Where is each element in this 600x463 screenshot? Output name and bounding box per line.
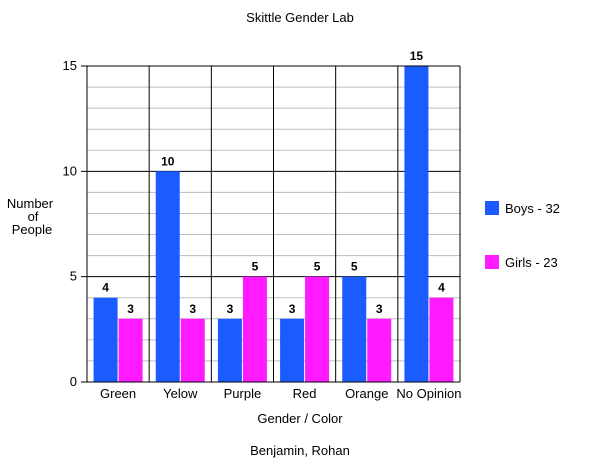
x-tick-labels: Green Yelow Purple Red Orange No Opinion	[100, 386, 461, 401]
data-label: 5	[252, 260, 259, 274]
bar-girls-yelow	[180, 318, 205, 382]
value-labels: 4 3 10 3 3 5 3 5 5 3 15 4	[102, 49, 445, 316]
data-label: 3	[189, 302, 196, 316]
bar-boys-yelow	[155, 171, 180, 382]
bar-boys-green	[93, 297, 118, 382]
axes	[81, 65, 461, 383]
bar-girls-purple	[242, 276, 267, 382]
bars	[93, 66, 454, 382]
data-label: 10	[161, 154, 175, 168]
legend-label: Boys - 32	[505, 201, 560, 216]
x-tick-label: Red	[293, 386, 317, 401]
x-tick-label: Purple	[224, 386, 262, 401]
bar-girls-no-opinion	[429, 297, 454, 382]
y-tick-label: 10	[63, 163, 77, 178]
legend-swatch	[485, 255, 499, 269]
x-tick-label: Orange	[345, 386, 388, 401]
y-tick-label: 15	[63, 58, 77, 73]
bar-boys-no-opinion	[404, 66, 429, 382]
bar-boys-red	[280, 318, 305, 382]
data-label: 3	[376, 302, 383, 316]
legend: Boys - 32 Girls - 23	[485, 201, 560, 270]
x-tick-label: Green	[100, 386, 136, 401]
x-axis-label: Gender / Color	[257, 411, 343, 426]
bar-girls-orange	[367, 318, 392, 382]
data-label: 4	[438, 281, 445, 295]
chart-title: Skittle Gender Lab	[246, 10, 354, 25]
legend-swatch	[485, 201, 499, 215]
bar-girls-red	[305, 276, 330, 382]
y-axis-label: Number of People	[7, 196, 54, 237]
data-label: 15	[410, 49, 424, 63]
data-label: 5	[314, 260, 321, 274]
y-axis-label-line: People	[12, 222, 52, 237]
data-label: 3	[127, 302, 134, 316]
chart-subtitle: Benjamin, Rohan	[250, 443, 350, 458]
y-tick-label: 5	[70, 269, 77, 284]
x-tick-label: Yelow	[163, 386, 198, 401]
data-label: 3	[289, 302, 296, 316]
y-axis-label-line: Number	[7, 196, 54, 211]
data-label: 3	[227, 302, 234, 316]
y-tick-label: 0	[70, 374, 77, 389]
y-axis-label-line: of	[28, 209, 39, 224]
data-label: 5	[351, 260, 358, 274]
bar-girls-green	[118, 318, 143, 382]
legend-label: Girls - 23	[505, 255, 558, 270]
bar-boys-orange	[342, 276, 367, 382]
grid	[87, 66, 460, 382]
bar-boys-purple	[217, 318, 242, 382]
x-tick-label: No Opinion	[396, 386, 461, 401]
y-tick-labels: 0 5 10 15	[63, 58, 77, 389]
data-label: 4	[102, 281, 109, 295]
